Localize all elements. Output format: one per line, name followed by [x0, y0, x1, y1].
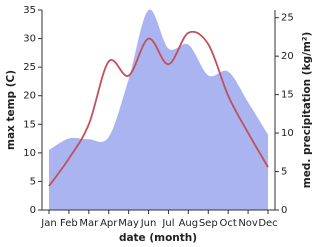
x-tick-label: Dec: [258, 218, 277, 229]
x-tick-label: Oct: [220, 218, 237, 229]
y-tick-label: 35: [23, 5, 36, 16]
x-tick-label: Nov: [238, 218, 258, 229]
x-tick-label: Feb: [60, 218, 78, 229]
y-tick-label: 25: [23, 62, 36, 73]
y-tick-label: 5: [30, 176, 36, 187]
x-tick-label: May: [118, 218, 139, 229]
x-tick-label: Apr: [100, 218, 118, 229]
y-tick-label: 0: [30, 205, 36, 216]
x-tick-label: Aug: [179, 218, 199, 229]
y-axis-title: max temp (C): [5, 70, 17, 150]
x-tick-label: Jul: [161, 218, 174, 229]
y2-tick-label: 25: [281, 13, 294, 24]
y-tick-label: 10: [23, 148, 36, 159]
precipitation-area: [49, 9, 268, 210]
y2-tick-label: 0: [281, 205, 287, 216]
temperature-line: [48, 30, 269, 187]
y2-tick-label: 5: [281, 167, 287, 178]
x-tick-label: Mar: [79, 218, 99, 229]
y2-tick-label: 10: [281, 128, 294, 139]
x-axis-title: date (month): [119, 232, 197, 244]
y2-tick-label: 20: [281, 51, 294, 62]
x-tick-label: Jun: [140, 218, 157, 229]
y2-axis-title: med. precipitation (kg/m²): [301, 32, 313, 189]
y-tick-label: 15: [23, 119, 36, 130]
x-tick-label: Sep: [199, 218, 218, 229]
y2-tick-label: 15: [281, 90, 294, 101]
y-tick-label: 20: [23, 91, 36, 102]
y-tick-label: 30: [23, 34, 36, 45]
x-tick-label: Jan: [40, 218, 56, 229]
